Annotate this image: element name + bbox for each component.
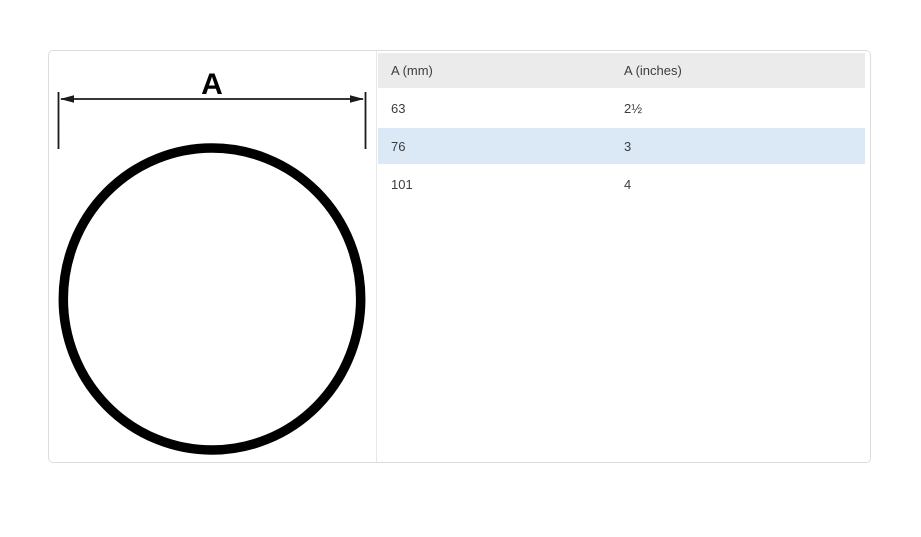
table-row[interactable]: 101 4 bbox=[378, 166, 865, 202]
cell-a-inches[interactable]: 3 bbox=[611, 128, 865, 164]
column-header-a-mm: A (mm) bbox=[378, 53, 611, 88]
arrowhead-right-icon bbox=[350, 95, 364, 103]
arrowhead-left-icon bbox=[60, 95, 74, 103]
size-table: A (mm) A (inches) 63 2½ 76 3 101 bbox=[378, 51, 865, 204]
cell-a-mm[interactable]: 76 bbox=[378, 128, 611, 164]
cell-a-inches[interactable]: 4 bbox=[611, 166, 865, 202]
pipe-cross-section-diagram: A bbox=[57, 68, 367, 455]
size-spec-card: A A (mm) A (inches) 63 2½ bbox=[48, 50, 871, 463]
size-table-panel: A (mm) A (inches) 63 2½ 76 3 101 bbox=[377, 51, 870, 462]
diagram-panel: A bbox=[49, 51, 377, 462]
cell-a-mm[interactable]: 101 bbox=[378, 166, 611, 202]
pipe-outline-circle bbox=[58, 143, 366, 455]
cell-a-inches[interactable]: 2½ bbox=[611, 90, 865, 126]
table-row[interactable]: 76 3 bbox=[378, 128, 865, 164]
table-row[interactable]: 63 2½ bbox=[378, 90, 865, 126]
cell-a-mm[interactable]: 63 bbox=[378, 90, 611, 126]
column-header-a-inches: A (inches) bbox=[611, 53, 865, 88]
table-header-row: A (mm) A (inches) bbox=[378, 53, 865, 88]
dimension-label: A bbox=[201, 68, 223, 101]
